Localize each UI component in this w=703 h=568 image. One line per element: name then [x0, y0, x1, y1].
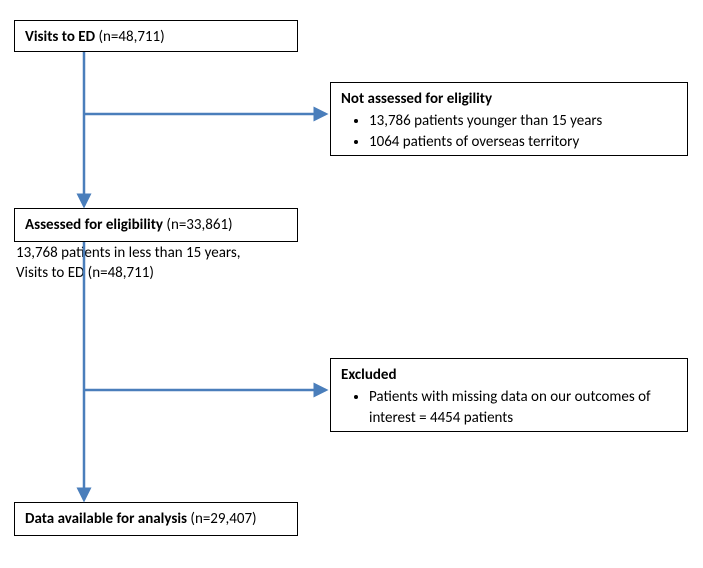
available-label-rest: (n=29,407) — [187, 510, 257, 528]
assessed-label-rest: (n=33,861) — [163, 216, 233, 234]
assessed-label-bold: Assessed for eligibility — [25, 216, 163, 234]
excluded-bullet-1: Patients with missing data on our outcom… — [369, 387, 677, 428]
note-line-1: 13,768 patients in less than 15 years, — [16, 244, 240, 262]
excluded-title: Excluded — [341, 366, 397, 384]
flow-box-available: Data available for analysis (n=29,407) — [14, 502, 298, 536]
not-assessed-title: Not assessed for eligility — [341, 90, 492, 108]
visits-label-bold: Visits to ED — [25, 28, 95, 46]
flow-box-assessed: Assessed for eligibility (n=33,861) — [14, 208, 298, 242]
available-label-bold: Data available for analysis — [25, 510, 187, 528]
flow-box-visits: Visits to ED (n=48,711) — [14, 20, 298, 52]
visits-label-rest: (n=48,711) — [95, 28, 165, 46]
flow-box-not-assessed: Not assessed for eligility 13,786 patien… — [330, 82, 688, 156]
not-assessed-bullet-2: 1064 patients of overseas territory — [369, 132, 677, 152]
not-assessed-bullet-1: 13,786 patients younger than 15 years — [369, 111, 677, 131]
not-assessed-bullets: 13,786 patients younger than 15 years 10… — [341, 111, 677, 152]
excluded-bullets: Patients with missing data on our outcom… — [341, 387, 677, 428]
flow-box-excluded: Excluded Patients with missing data on o… — [330, 358, 688, 432]
note-line-2: Visits to ED (n=48,711) — [16, 264, 154, 282]
